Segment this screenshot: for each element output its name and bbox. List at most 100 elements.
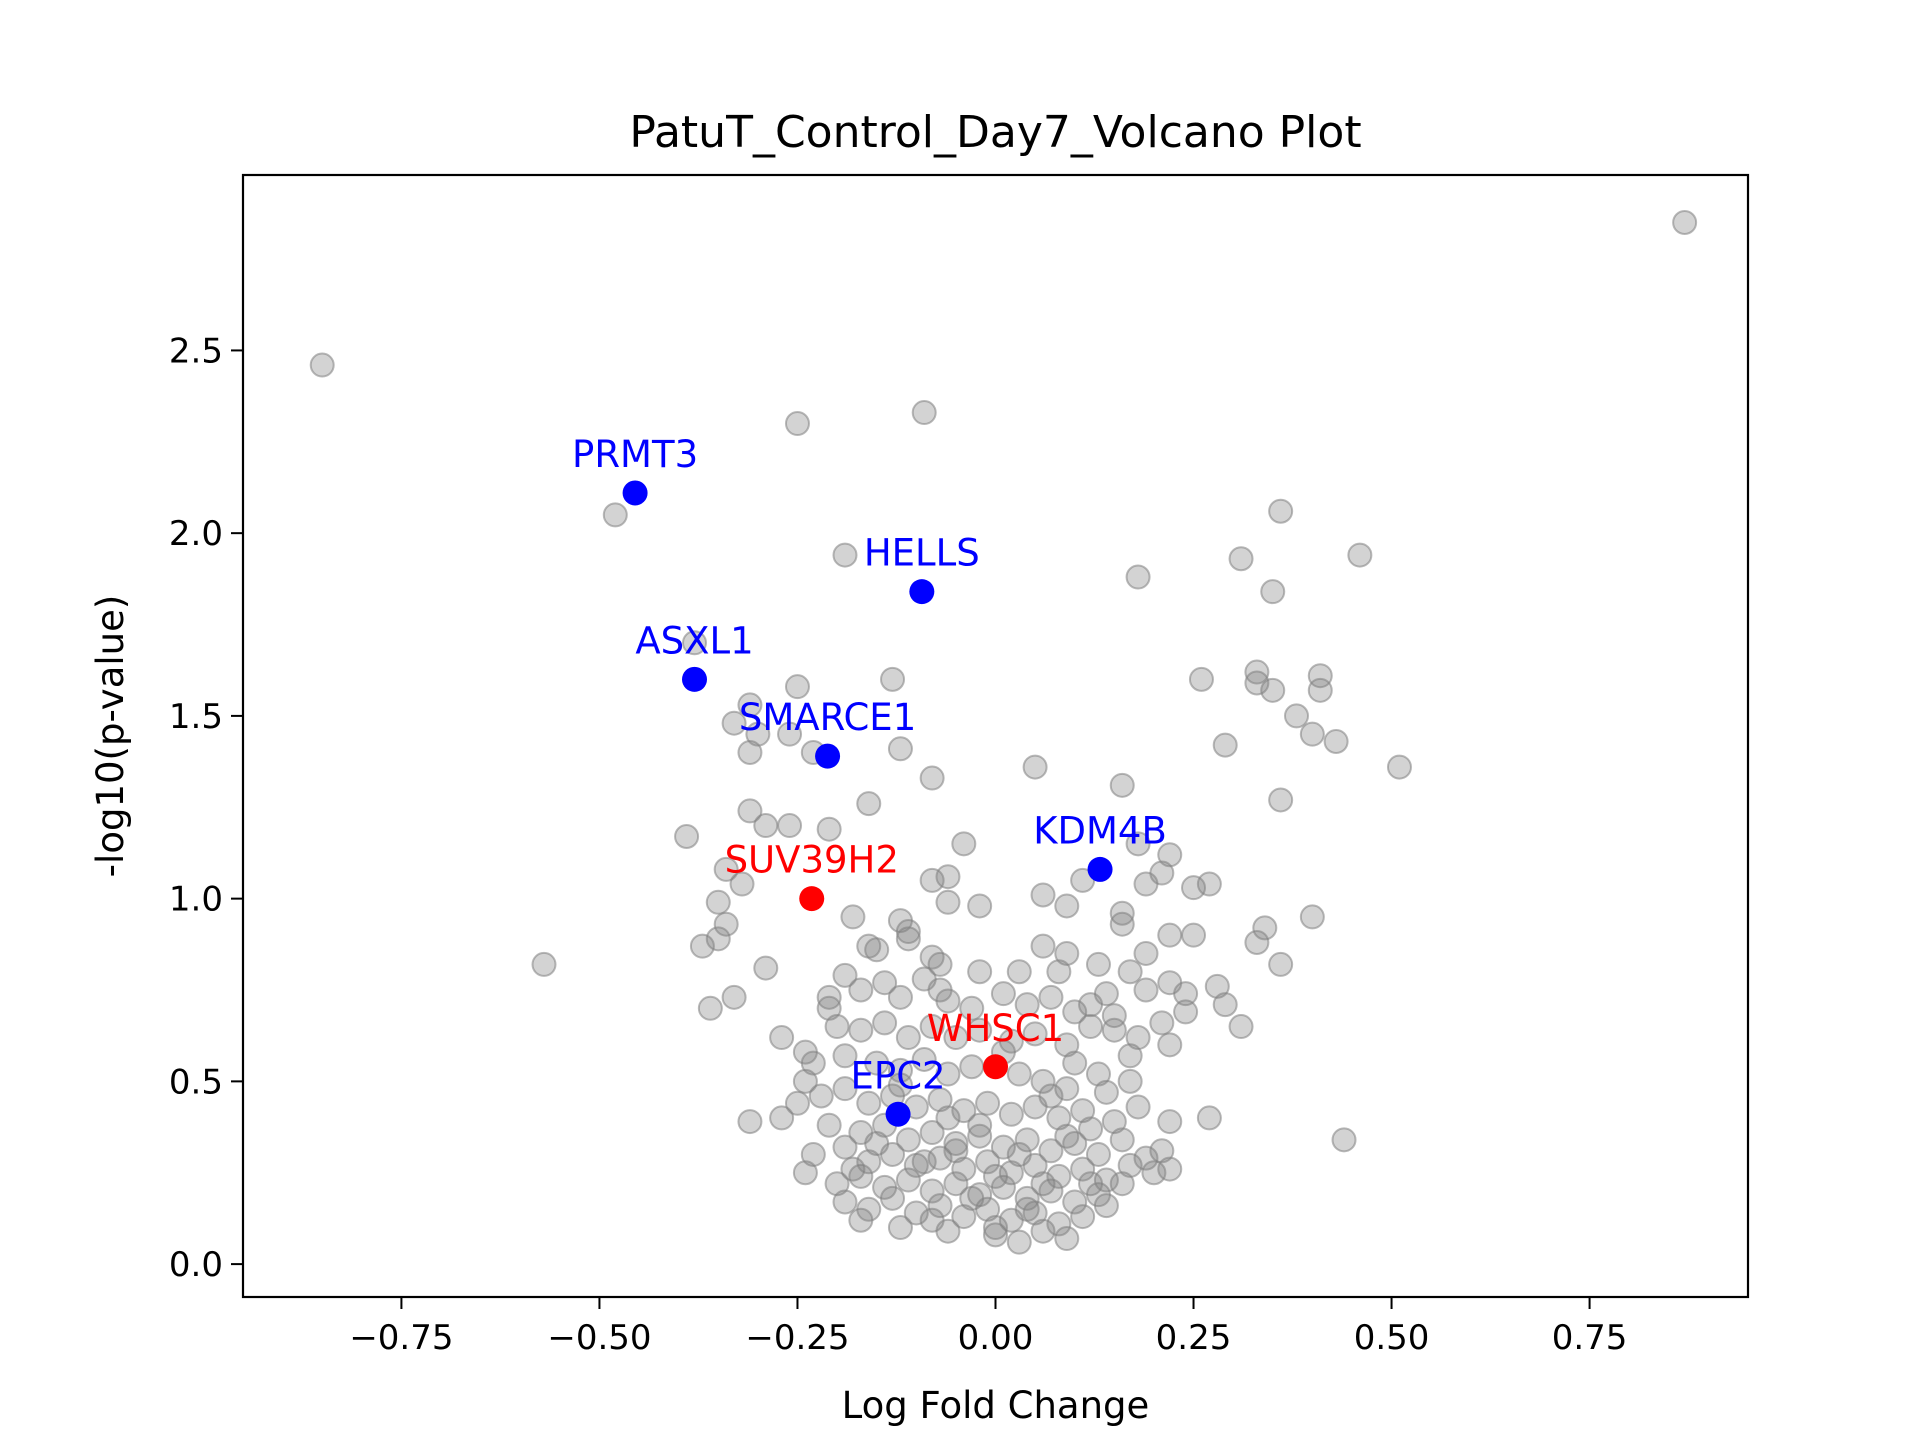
data-point (1062, 1050, 1088, 1076)
data-point (824, 1014, 850, 1040)
data-point (856, 1149, 882, 1175)
data-point (887, 984, 913, 1010)
data-point (832, 1134, 858, 1160)
data-point (1125, 1094, 1151, 1120)
highlight-point-hells (909, 579, 935, 605)
data-point (856, 1090, 882, 1116)
data-point (1133, 1145, 1159, 1171)
gene-label-smarce1: SMARCE1 (739, 696, 916, 739)
data-point (1006, 1061, 1032, 1087)
data-point (602, 502, 628, 528)
data-point (935, 1105, 961, 1131)
x-tick-label: −0.25 (745, 1318, 849, 1358)
data-point (943, 1025, 969, 1051)
data-point (737, 1109, 763, 1135)
data-point (919, 765, 945, 791)
data-point (1149, 1138, 1175, 1164)
data-point (769, 1025, 795, 1051)
x-tick-label: 0.00 (958, 1318, 1034, 1358)
data-point (1030, 882, 1056, 908)
data-point (1181, 875, 1207, 901)
x-tick-label: −0.50 (547, 1318, 651, 1358)
data-point (1173, 981, 1199, 1007)
data-point (713, 911, 739, 937)
data-point (1109, 772, 1135, 798)
data-point (1062, 1189, 1088, 1215)
data-point (1101, 1109, 1127, 1135)
data-point (1046, 959, 1072, 985)
data-point (1078, 1014, 1104, 1040)
data-point (1188, 666, 1214, 692)
data-point (1070, 1156, 1096, 1182)
data-point (1014, 1196, 1040, 1222)
data-point (1054, 1032, 1080, 1058)
data-point (1244, 929, 1270, 955)
data-point (1125, 564, 1151, 590)
data-point (1252, 915, 1278, 941)
data-point (1078, 1171, 1104, 1197)
data-point (903, 1200, 929, 1226)
data-point (1046, 1211, 1072, 1237)
data-point (832, 1043, 858, 1069)
data-point (895, 1167, 921, 1193)
highlight-point-suv39h2 (799, 886, 825, 912)
gene-label-kdm4b: KDM4B (1033, 809, 1167, 852)
gene-label-whsc1: WHSC1 (927, 1007, 1064, 1050)
data-point (951, 1204, 977, 1230)
data-point (935, 988, 961, 1014)
data-point (1149, 1010, 1175, 1036)
data-point (1093, 1167, 1119, 1193)
data-point (919, 1207, 945, 1233)
data-point (1125, 831, 1151, 857)
data-point (1181, 922, 1207, 948)
x-tick-label: 0.25 (1156, 1318, 1232, 1358)
data-point (1157, 842, 1183, 868)
data-point (1093, 1079, 1119, 1105)
data-point (1141, 1160, 1167, 1186)
gene-label-hells: HELLS (864, 532, 980, 575)
plot-frame (241, 173, 1750, 1299)
data-point (959, 1185, 985, 1211)
data-point (895, 1025, 921, 1051)
data-point (737, 692, 763, 718)
data-point (800, 1141, 826, 1167)
gene-label-suv39h2: SUV39H2 (725, 839, 899, 882)
data-point (705, 889, 731, 915)
data-point (674, 824, 700, 850)
data-point (975, 1149, 1001, 1175)
data-point (880, 1185, 906, 1211)
highlight-point-prmt3 (622, 480, 648, 506)
data-point (927, 1145, 953, 1171)
data-point (840, 904, 866, 930)
data-point (1244, 670, 1270, 696)
data-point (998, 1160, 1024, 1186)
data-point (689, 933, 715, 959)
data-point (832, 962, 858, 988)
data-point (919, 1178, 945, 1204)
data-point (1093, 1193, 1119, 1219)
highlight-point-whsc1 (983, 1054, 1008, 1080)
data-point (1117, 1152, 1143, 1178)
data-point (1046, 1163, 1072, 1189)
data-point (975, 1090, 1001, 1116)
x-axis: −0.75 −0.50 −0.25 0.00 0.25 0.50 0.75 (349, 1297, 1627, 1358)
data-point (1038, 984, 1064, 1010)
data-point (753, 813, 779, 839)
data-point (1014, 1127, 1040, 1153)
data-point (1006, 1141, 1032, 1167)
data-point (927, 1193, 953, 1219)
data-point (840, 1156, 866, 1182)
data-point (1299, 721, 1325, 747)
gene-label-prmt3: PRMT3 (572, 433, 698, 476)
data-point (951, 1156, 977, 1182)
y-tick-label: 1.0 (169, 880, 223, 920)
data-point (1109, 911, 1135, 937)
data-point (951, 831, 977, 857)
data-point (1386, 754, 1412, 780)
data-point (951, 1098, 977, 1124)
data-point (1157, 1109, 1183, 1135)
data-point (1260, 579, 1286, 605)
data-point (919, 867, 945, 893)
data-point (753, 955, 779, 981)
data-point (1062, 999, 1088, 1025)
